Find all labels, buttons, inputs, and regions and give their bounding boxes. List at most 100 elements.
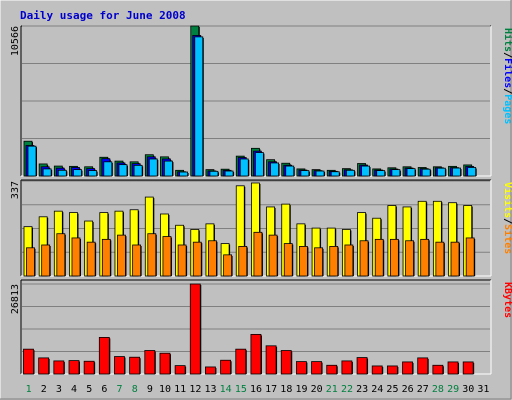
x-label-day-15: 15 <box>235 384 247 395</box>
bar-pages-day-15 <box>239 158 249 177</box>
bar-sites-day-13 <box>208 240 217 277</box>
bar-kbytes-day-14 <box>220 359 231 375</box>
bar-kbytes-day-18 <box>280 350 292 375</box>
x-label-day-29: 29 <box>447 384 459 395</box>
bar-sites-day-15 <box>238 246 248 277</box>
panel-top: 10566 Hits/Files/Pages <box>10 25 512 177</box>
x-label-day-17: 17 <box>265 384 277 395</box>
bar-kbytes-day-9 <box>144 350 156 375</box>
panel-legend: Visits/Sites <box>502 182 512 254</box>
panel-bottom: 26813 KBytes <box>10 279 512 375</box>
bar-kbytes-day-24 <box>371 365 383 375</box>
x-label-day-1: 1 <box>26 384 32 395</box>
chart-title: Daily usage for June 2008 <box>20 9 186 22</box>
bar-kbytes-day-1 <box>23 348 34 375</box>
x-label-day-22: 22 <box>341 384 353 395</box>
bar-sites-day-29 <box>450 241 460 277</box>
bar-kbytes-day-12 <box>189 283 201 375</box>
bar-sites-day-25 <box>389 238 399 277</box>
bar-pages-day-3 <box>57 169 67 177</box>
x-label-day-7: 7 <box>117 384 123 395</box>
bar-kbytes-day-26 <box>402 361 413 375</box>
bar-kbytes-day-22 <box>341 360 353 375</box>
panel-legend: KBytes <box>502 282 512 318</box>
x-label-day-25: 25 <box>386 384 398 395</box>
x-label-day-20: 20 <box>311 384 323 395</box>
bar-sites-day-30 <box>465 237 475 277</box>
x-label-day-5: 5 <box>86 384 92 395</box>
bar-pages-day-14 <box>224 170 234 177</box>
bar-sites-day-22 <box>344 244 354 277</box>
x-label-day-26: 26 <box>402 384 414 395</box>
bar-pages-day-1 <box>27 145 37 177</box>
bar-pages-day-9 <box>148 158 158 177</box>
panel-legend: Hits/Files/Pages <box>502 28 512 124</box>
bar-kbytes-day-15 <box>235 348 247 375</box>
bar-sites-day-1 <box>26 247 35 277</box>
bar-pages-day-18 <box>285 165 295 177</box>
x-label-day-27: 27 <box>417 384 429 395</box>
x-label-day-28: 28 <box>432 384 444 395</box>
bar-kbytes-day-4 <box>68 360 80 375</box>
bar-pages-day-6 <box>103 161 113 177</box>
bar-kbytes-day-5 <box>83 360 95 375</box>
x-label-day-18: 18 <box>280 384 292 395</box>
bar-kbytes-day-10 <box>159 352 171 375</box>
bar-kbytes-day-16 <box>250 333 262 375</box>
bar-sites-day-8 <box>132 244 142 277</box>
legend-entry: Visits <box>502 182 512 218</box>
bar-sites-day-4 <box>71 237 81 277</box>
bar-pages-day-12 <box>194 36 204 177</box>
bar-kbytes-day-8 <box>129 356 141 375</box>
x-label-day-2: 2 <box>41 384 47 395</box>
bar-sites-day-9 <box>147 233 157 277</box>
bar-kbytes-day-28 <box>432 364 444 375</box>
bar-sites-day-24 <box>374 238 384 277</box>
bar-kbytes-day-19 <box>296 361 307 375</box>
bar-kbytes-day-20 <box>311 361 322 375</box>
bar-sites-day-12 <box>192 241 202 277</box>
x-label-day-13: 13 <box>204 384 216 395</box>
x-label-day-19: 19 <box>295 384 307 395</box>
bar-kbytes-day-17 <box>265 345 277 375</box>
bar-pages-day-30 <box>467 167 477 177</box>
legend-entry: Sites <box>502 224 512 254</box>
bar-kbytes-day-2 <box>38 357 50 375</box>
bar-pages-day-16 <box>255 152 264 177</box>
bar-sites-day-21 <box>329 246 339 277</box>
bar-sites-day-28 <box>435 241 445 277</box>
bar-pages-day-17 <box>270 162 279 177</box>
legend-entry: Files <box>502 58 512 88</box>
x-label-day-6: 6 <box>101 384 107 395</box>
panel-max-label: 26813 <box>10 284 21 314</box>
bar-kbytes-day-13 <box>205 366 216 375</box>
legend-entry: / <box>502 88 512 94</box>
bar-pages-day-21 <box>330 171 340 177</box>
bar-kbytes-day-7 <box>114 356 125 375</box>
bar-kbytes-day-23 <box>356 357 368 375</box>
bar-pages-day-28 <box>436 167 446 177</box>
bar-sites-day-27 <box>420 238 430 277</box>
x-label-day-10: 10 <box>159 384 171 395</box>
x-label-day-12: 12 <box>189 384 201 395</box>
bar-sites-day-23 <box>359 240 369 277</box>
bar-kbytes-day-30 <box>462 361 474 375</box>
panel-middle: 337 Visits/Sites <box>10 179 512 277</box>
x-label-day-11: 11 <box>174 384 186 395</box>
legend-entry: / <box>502 218 512 224</box>
bar-sites-day-16 <box>253 231 263 277</box>
bar-kbytes-day-27 <box>417 357 429 375</box>
bar-pages-day-5 <box>88 170 98 177</box>
bar-sites-day-20 <box>314 247 323 277</box>
bar-pages-day-22 <box>345 169 355 177</box>
bar-sites-day-2 <box>41 244 51 277</box>
panel-max-label: 337 <box>10 181 21 199</box>
x-label-day-9: 9 <box>147 384 153 395</box>
bar-pages-day-25 <box>391 169 401 177</box>
bar-pages-day-23 <box>361 165 370 177</box>
bar-pages-day-10 <box>164 160 173 177</box>
bar-pages-day-20 <box>315 170 325 177</box>
bar-sites-day-10 <box>162 236 172 277</box>
x-label-day-3: 3 <box>56 384 62 395</box>
